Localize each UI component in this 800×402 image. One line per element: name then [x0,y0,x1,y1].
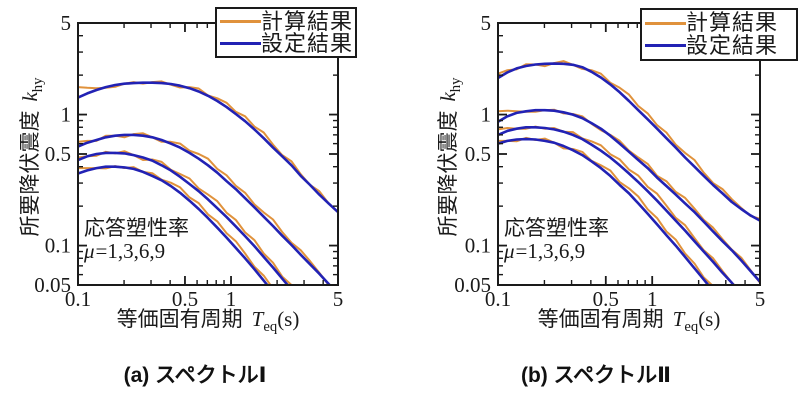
x-axis-title-a: 等価固有周期 Teq(s) [48,303,368,336]
calc-line-swatch [220,20,261,23]
y-axis-title-a: 所要降伏震度 khy [17,27,47,287]
caption-b: (b) スペクトルⅡ [520,364,671,387]
curve-calc-mu3-a [78,132,331,285]
x-tick-label: 0.1 [65,287,91,311]
annotation-line1: 応答塑性率 [84,216,189,240]
x-axis-var: T [672,307,685,331]
mu-symbol: μ [504,239,515,263]
legend-item-calc: 計算結果 [220,8,354,34]
x-axis-var: T [251,307,264,331]
y-tick-label: 0.5 [45,142,71,166]
x-axis-title-b: 等価固有周期 Teq(s) [469,303,789,336]
legend-item-set: 設定結果 [645,32,793,58]
mu-values: =1,3,6,9 [95,239,166,263]
x-tick-label: 0.5 [172,287,198,311]
curve-set-mu6-a [78,151,290,285]
curve-set-mu3-b [498,108,760,283]
legend-a: 計算結果 設定結果 [215,7,357,58]
y-tick-label: 0.05 [454,273,491,297]
y-tick-label: 5 [61,11,72,35]
curve-set-mu6-b [498,126,736,285]
y-axis-var: k [436,92,460,102]
y-axis-sub: hy [448,77,465,93]
curve-set-mu1-a [78,81,338,214]
x-axis-title-text: 等価固有周期 [537,307,664,331]
x-axis-unit: (s) [277,307,300,331]
set-line-swatch [220,42,261,45]
y-tick-label: 0.1 [465,234,491,258]
curve-set-mu9-a [78,165,269,285]
mu-values: =1,3,6,9 [515,239,586,263]
y-tick-label: 0.05 [34,273,71,297]
x-tick-label: 5 [333,287,344,311]
set-line-swatch [645,44,686,48]
x-tick-label: 0.5 [593,287,619,311]
x-axis-sub: eq [263,319,278,336]
y-tick-label: 0.1 [45,234,71,258]
y-axis-title-text: 所要降伏震度 [436,110,460,237]
caption-a: (a) スペクトルⅠ [123,364,267,387]
legend-label-calc: 計算結果 [686,10,779,36]
mu-symbol: μ [84,239,95,263]
y-tick-label: 0.5 [465,142,491,166]
curve-set-mu3-a [78,133,332,285]
annotation-line1: 応答塑性率 [504,216,609,240]
x-axis-title-text: 等価固有周期 [116,307,243,331]
x-tick-label: 5 [755,287,766,311]
legend-item-calc: 計算結果 [645,12,793,35]
y-tick-label: 5 [481,11,492,35]
annotation-line2: μ=1,3,6,9 [84,240,189,263]
curve-calc-mu9-a [78,165,272,285]
curve-calc-mu1-a [78,80,338,213]
y-tick-label: 1 [481,103,492,127]
curve-set-mu9-b [498,137,710,285]
y-axis-title-b: 所要降伏震度 khy [435,27,465,287]
annotation-a: 応答塑性率 μ=1,3,6,9 [84,217,189,263]
y-tick-label: 1 [61,103,72,127]
y-axis-sub: hy [30,77,47,93]
legend-item-set: 設定結果 [220,30,354,56]
legend-label-set: 設定結果 [261,30,354,56]
annotation-line2: μ=1,3,6,9 [504,240,609,263]
annotation-b: 応答塑性率 μ=1,3,6,9 [504,217,609,263]
curve-calc-mu9-b [498,136,714,285]
curve-set-mu1-b [498,62,760,222]
y-axis-title-text: 所要降伏震度 [18,110,42,237]
x-axis-sub: eq [684,319,699,336]
x-tick-label: 0.1 [485,287,511,311]
x-tick-label: 1 [647,287,658,311]
calc-line-swatch [645,21,686,25]
curve-calc-mu1-b [498,60,760,220]
legend-label-set: 設定結果 [686,32,779,58]
x-tick-label: 1 [226,287,237,311]
x-axis-unit: (s) [698,307,721,331]
y-axis-var: k [18,92,42,102]
legend-label-calc: 計算結果 [261,8,354,34]
legend-b: 計算結果 設定結果 [640,8,798,61]
